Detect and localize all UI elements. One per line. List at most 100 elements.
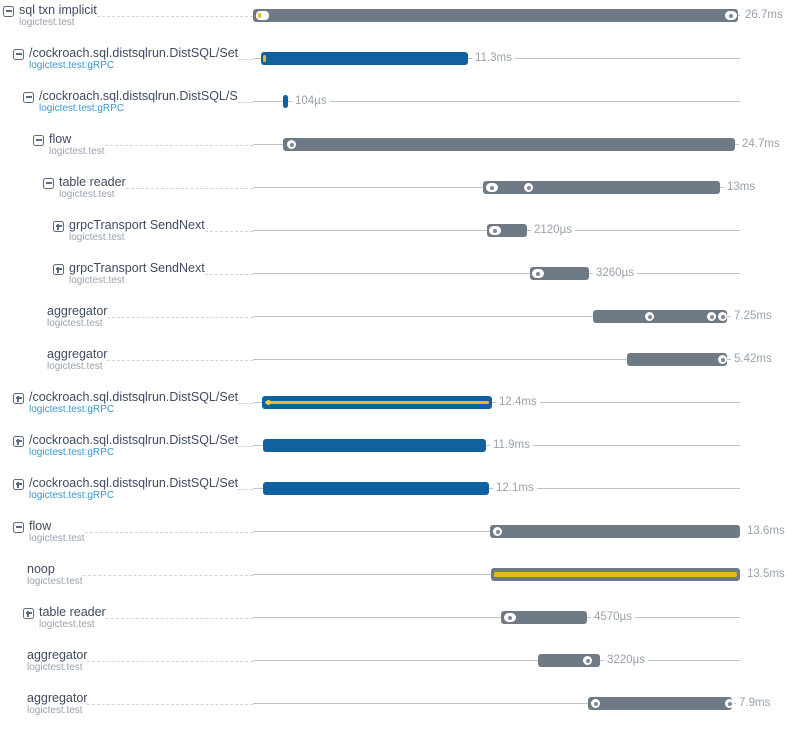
connector-dashes [204, 274, 253, 275]
duration-label: 13ms [724, 181, 759, 194]
connector-dashes [204, 231, 253, 232]
duration-label: 13.6ms [744, 525, 786, 538]
span-subtitle: logictest.test [47, 318, 103, 329]
span-bar[interactable] [593, 310, 727, 323]
span-row: sql txn implicit logictest.test 26.7ms [0, 2, 786, 45]
expand-toggle-icon[interactable] [53, 264, 64, 275]
span-bar[interactable] [538, 654, 600, 667]
span-row: flow logictest.test 24.7ms [0, 131, 786, 174]
span-row: /cockroach.sql.distsqlrun.DistSQL/Set log… [0, 432, 786, 475]
span-bar[interactable] [283, 95, 288, 108]
connector-dashes [238, 446, 253, 447]
span-label-zone: table reader logictest.test [23, 605, 253, 631]
event-marker [263, 55, 266, 62]
span-bar[interactable] [263, 482, 489, 495]
span-row: grpcTransport SendNext logictest.test 3260… [0, 260, 786, 303]
span-subtitle-link[interactable]: logictest.test:gRPC [29, 490, 115, 501]
collapse-toggle-icon[interactable] [23, 92, 34, 103]
expand-toggle-icon[interactable] [23, 608, 34, 619]
connector-dashes [238, 489, 253, 490]
span-label-zone: /cockroach.sql.distsqlrun.DistSQL/Set log… [13, 390, 253, 416]
span-row: table reader logictest.test 4570µs [0, 604, 786, 647]
span-row: aggregator logictest.test 7.9ms [0, 690, 786, 733]
span-bar[interactable] [487, 224, 527, 237]
span-bar[interactable] [261, 52, 468, 65]
span-subtitle-link[interactable]: logictest.test:gRPC [39, 103, 125, 114]
span-bar[interactable] [530, 267, 589, 280]
event-marker [256, 11, 269, 20]
event-marker [725, 11, 737, 20]
event-marker [707, 312, 716, 321]
connector-dashes [105, 618, 253, 619]
span-row: /cockroach.sql.distsqlrun.DistSQL/Set log… [0, 475, 786, 518]
duration-label: 3220µs [604, 654, 648, 667]
event-marker [591, 699, 600, 708]
event-marker [486, 183, 498, 192]
span-title: /cockroach.sql.distsqlrun.DistSQL/S [39, 89, 238, 103]
event-marker [718, 312, 727, 321]
span-subtitle: logictest.test [47, 361, 103, 372]
collapse-toggle-icon[interactable] [43, 178, 54, 189]
span-row: flow logictest.test 13.6ms [0, 518, 786, 561]
span-bar[interactable] [501, 611, 587, 624]
trace-span-view: sql txn implicit logictest.test 26.7ms/coc… [0, 2, 786, 716]
span-label-zone: noop logictest.test [27, 562, 253, 588]
timeline-track [253, 273, 740, 274]
span-row: /cockroach.sql.distsqlrun.DistSQL/S logic… [0, 88, 786, 131]
span-title: /cockroach.sql.distsqlrun.DistSQL/Set [29, 433, 239, 447]
duration-label: 11.3ms [472, 52, 515, 65]
span-row: aggregator logictest.test 5.42ms [0, 346, 786, 389]
span-label-zone: /cockroach.sql.distsqlrun.DistSQL/Set log… [13, 433, 253, 459]
duration-label: 12.4ms [496, 396, 540, 409]
span-subtitle-link[interactable]: logictest.test:gRPC [29, 404, 115, 415]
span-title: grpcTransport SendNext [69, 261, 205, 275]
span-bar[interactable] [262, 396, 492, 409]
span-bar[interactable] [490, 525, 740, 538]
span-subtitle: logictest.test [27, 705, 83, 716]
span-label-zone: /cockroach.sql.distsqlrun.DistSQL/Set log… [13, 476, 253, 502]
expand-toggle-icon[interactable] [13, 393, 24, 404]
timeline-track [253, 703, 740, 704]
collapse-toggle-icon[interactable] [3, 6, 14, 17]
span-subtitle: logictest.test [49, 146, 105, 157]
timeline-track [253, 359, 740, 360]
duration-label: 7.25ms [731, 310, 775, 323]
span-subtitle-link[interactable]: logictest.test:gRPC [29, 447, 115, 458]
connector-dashes [125, 188, 253, 189]
connector-dashes [104, 145, 253, 146]
span-bar[interactable] [283, 138, 735, 151]
expand-toggle-icon[interactable] [13, 436, 24, 447]
event-marker [524, 183, 533, 192]
span-bar[interactable] [491, 568, 740, 581]
span-title: aggregator [27, 648, 88, 662]
event-marker [504, 613, 516, 622]
span-subtitle: logictest.test [19, 17, 75, 28]
span-label-zone: aggregator logictest.test [47, 304, 253, 330]
connector-dashes [237, 102, 253, 103]
span-bar[interactable] [588, 697, 734, 710]
span-label-zone: flow logictest.test [13, 519, 253, 545]
duration-label: 12.1ms [493, 482, 537, 495]
span-bar[interactable] [253, 9, 738, 22]
span-subtitle: logictest.test [59, 189, 115, 200]
span-label-zone: aggregator logictest.test [27, 691, 253, 717]
span-bar[interactable] [263, 439, 486, 452]
expand-toggle-icon[interactable] [53, 221, 64, 232]
collapse-toggle-icon[interactable] [33, 135, 44, 146]
span-title: aggregator [47, 304, 108, 318]
span-label-zone: grpcTransport SendNext logictest.test [53, 218, 253, 244]
span-bar[interactable] [483, 181, 720, 194]
span-title: /cockroach.sql.distsqlrun.DistSQL/Set [29, 476, 239, 490]
span-bar[interactable] [627, 353, 727, 366]
event-marker [645, 312, 654, 321]
connector-dashes [96, 16, 253, 17]
span-title: /cockroach.sql.distsqlrun.DistSQL/Set [29, 46, 239, 60]
connector-dashes [82, 575, 253, 576]
collapse-toggle-icon[interactable] [13, 49, 24, 60]
event-marker [489, 226, 501, 235]
span-subtitle-link[interactable]: logictest.test:gRPC [29, 60, 115, 71]
expand-toggle-icon[interactable] [13, 479, 24, 490]
collapse-toggle-icon[interactable] [13, 522, 24, 533]
span-row: /cockroach.sql.distsqlrun.DistSQL/Set log… [0, 389, 786, 432]
span-title: grpcTransport SendNext [69, 218, 205, 232]
